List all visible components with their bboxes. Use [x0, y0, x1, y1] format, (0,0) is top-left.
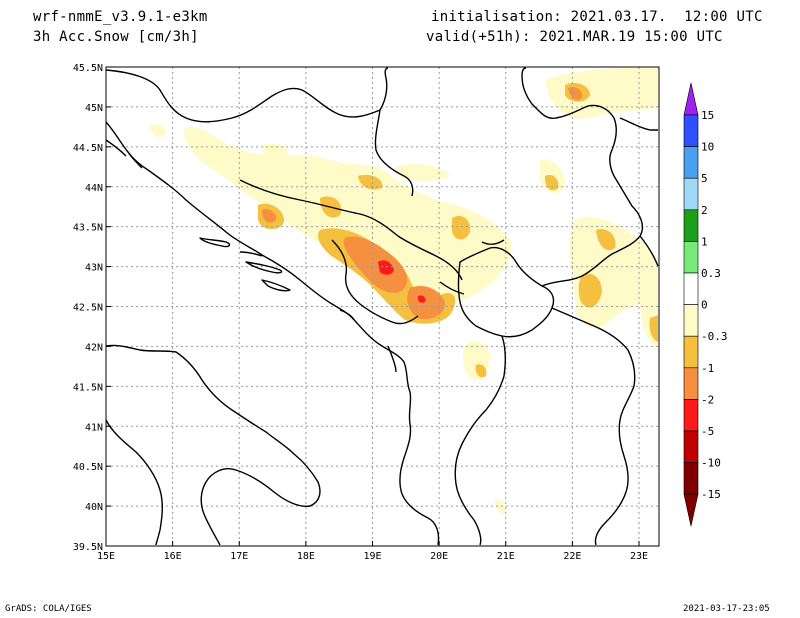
colorbar-label: -1: [701, 362, 714, 375]
lat-tick-label: 40.5N: [73, 462, 103, 473]
footer-timestamp: 2021-03-17-23:05: [683, 604, 770, 614]
lat-tick-labels: 39.5N 40N 40.5N 41N 41.5N 42N 42.5N 43N 43.5N 44N…: [73, 63, 111, 553]
lat-tick-label: 44N: [85, 183, 103, 194]
colorbar-label: 10: [701, 141, 714, 154]
lat-tick-label: 43N: [85, 263, 103, 274]
colorbar-label: 0: [701, 299, 708, 312]
footer-credit: GrADS: COLA/IGES: [5, 604, 92, 614]
lat-tick-label: 44.5N: [73, 143, 103, 154]
lon-tick-label: 22E: [563, 551, 581, 562]
colorbar-swatch: [683, 146, 699, 179]
colorbar-swatch: [683, 462, 699, 495]
colorbar-label: -10: [701, 457, 721, 470]
lat-tick-label: 41.5N: [73, 382, 103, 393]
model-title: wrf-nmmE_v3.9.1-e3km: [33, 9, 208, 25]
init-time: initialisation: 2021.03.17. 12:00 UTC: [431, 9, 763, 25]
lat-tick-label: 40N: [85, 502, 103, 513]
lon-tick-label: 19E: [363, 551, 381, 562]
lon-tick-label: 23E: [630, 551, 648, 562]
colorbar-label: 5: [701, 172, 708, 185]
lon-tick-label: 20E: [430, 551, 448, 562]
colorbar-swatch: [683, 114, 699, 147]
lat-tick-label: 43.5N: [73, 223, 103, 234]
lon-tick-label: 18E: [297, 551, 315, 562]
colorbar-label: -5: [701, 425, 714, 438]
lat-tick-label: 41N: [85, 422, 103, 433]
colorbar-swatch: [683, 241, 699, 274]
colorbar-label: -2: [701, 393, 714, 406]
lon-tick-labels: 15E 16E 17E 18E 19E 20E 21E 22E 23E: [97, 541, 648, 562]
colorbar-label: 1: [701, 235, 708, 248]
lon-tick-label: 17E: [230, 551, 248, 562]
valid-time: valid(+51h): 2021.MAR.19 15:00 UTC: [426, 29, 723, 45]
colorbar-swatch: [683, 430, 699, 463]
lat-tick-label: 45N: [85, 103, 103, 114]
colorbar-swatch: [683, 272, 699, 305]
coastlines-borders: [105, 67, 659, 546]
colorbar-bottom-arrow: [683, 493, 699, 527]
colorbar-swatch: [683, 209, 699, 242]
colorbar-label: 15: [701, 109, 714, 122]
colorbar-label: -0.3: [701, 330, 728, 343]
colorbar-label: -15: [701, 488, 721, 501]
snow-field: [150, 68, 658, 514]
field-title: 3h Acc.Snow [cm/3h]: [33, 29, 199, 45]
colorbar-swatch: [683, 399, 699, 432]
lon-tick-label: 16E: [164, 551, 182, 562]
colorbar-swatch: [683, 304, 699, 337]
colorbar-swatch: [683, 367, 699, 400]
colorbar-label: 0.3: [701, 267, 721, 280]
lat-tick-label: 42N: [85, 342, 103, 353]
colorbar-label: 2: [701, 204, 708, 217]
lon-tick-label: 15E: [97, 551, 115, 562]
colorbar-swatch: [683, 335, 699, 369]
lat-tick-label: 45.5N: [73, 63, 103, 74]
lat-tick-label: 42.5N: [73, 303, 103, 314]
colorbar-top-arrow: [683, 82, 699, 116]
lon-tick-label: 21E: [497, 551, 515, 562]
lat-tick-label: 39.5N: [73, 542, 103, 553]
colorbar-swatch: [683, 177, 699, 211]
